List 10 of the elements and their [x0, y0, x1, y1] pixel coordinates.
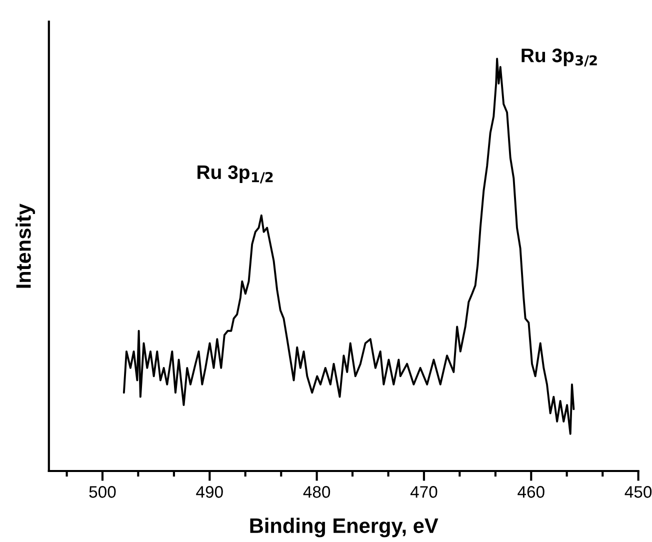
x-tick-label: 490 [196, 486, 223, 498]
annotation: Ru 3p$_{3/2}$ [522, 48, 597, 67]
annotation: Ru 3p$_{1/2}$ [198, 165, 273, 184]
x-tick-label: 470 [410, 486, 438, 498]
x-tick-label: 500 [89, 486, 116, 498]
x-axis-title: Binding Energy, eV [250, 518, 438, 538]
x-tick-label: 480 [303, 486, 330, 498]
x-tick-label: 460 [518, 486, 544, 498]
y-axis-title: Intensity [16, 204, 36, 288]
x-tick-label: 450 [624, 486, 652, 498]
